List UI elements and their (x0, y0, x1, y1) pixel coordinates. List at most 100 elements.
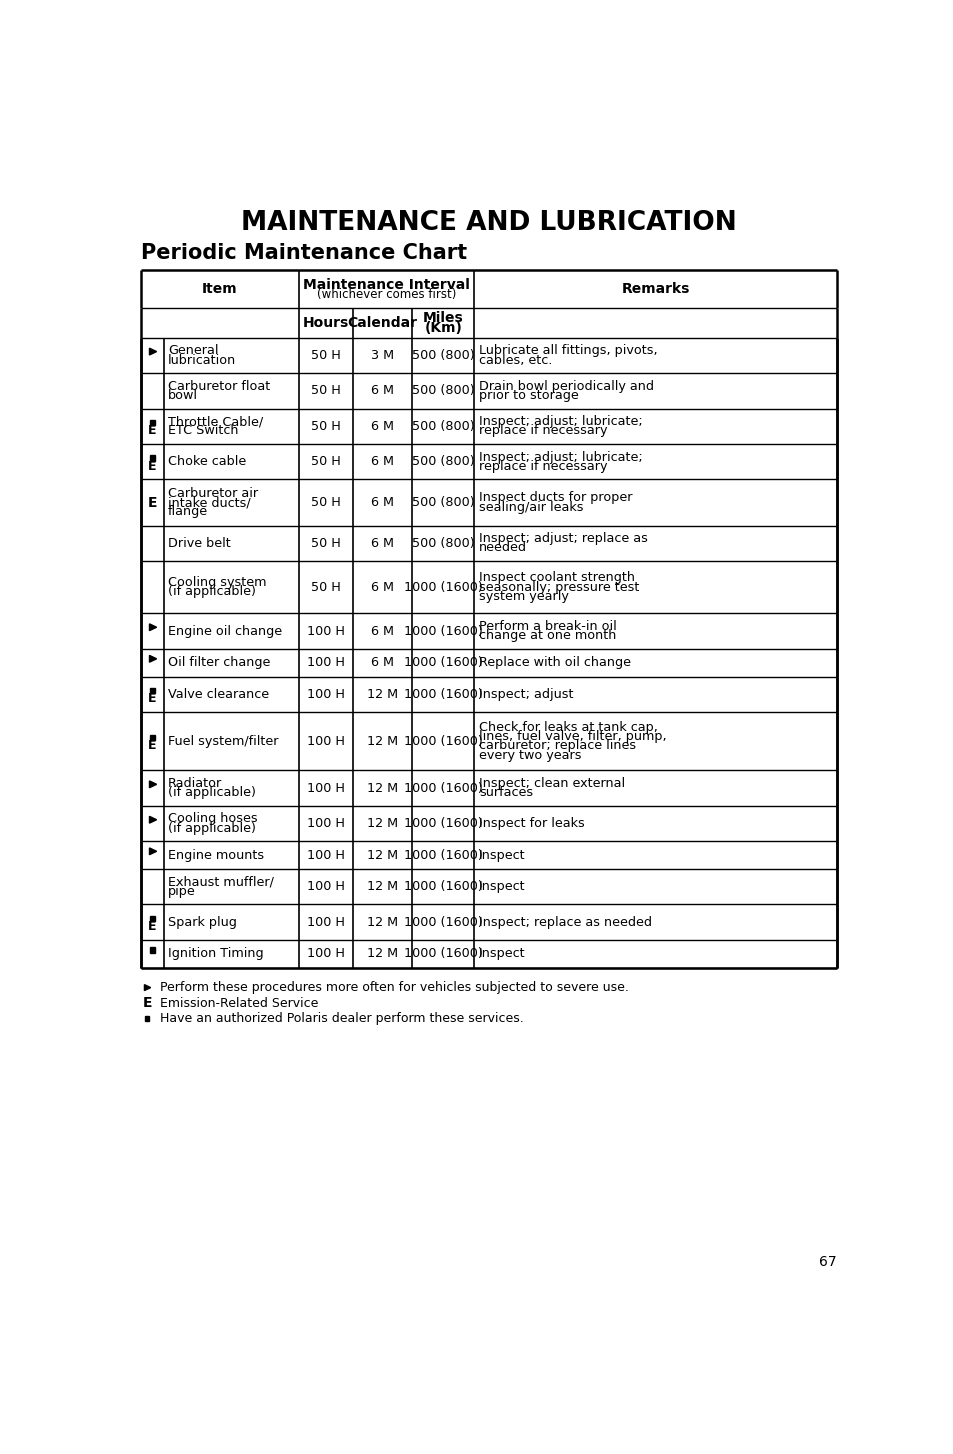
Text: 6 M: 6 M (371, 455, 394, 468)
Text: 1000 (1600): 1000 (1600) (403, 688, 482, 701)
Text: Remarks: Remarks (620, 282, 689, 297)
Text: Lubricate all fittings, pivots,: Lubricate all fittings, pivots, (478, 345, 657, 358)
Text: 1000 (1600): 1000 (1600) (403, 580, 482, 593)
Text: Perform a break-in oil: Perform a break-in oil (478, 619, 616, 632)
Text: 1000 (1600): 1000 (1600) (403, 947, 482, 960)
Text: 12 M: 12 M (367, 734, 398, 747)
Text: bowl: bowl (168, 390, 198, 401)
Text: 50 H: 50 H (311, 455, 341, 468)
Text: 6 M: 6 M (371, 420, 394, 433)
Text: (whichever comes first): (whichever comes first) (316, 288, 456, 301)
Text: system yearly: system yearly (478, 590, 568, 603)
Text: Ignition Timing: Ignition Timing (168, 947, 263, 960)
Text: Miles: Miles (422, 311, 463, 326)
Text: E: E (148, 425, 156, 438)
Text: 500 (800): 500 (800) (412, 420, 474, 433)
Text: change at one month: change at one month (478, 630, 616, 643)
Text: pipe: pipe (168, 885, 195, 899)
Text: Choke cable: Choke cable (168, 455, 246, 468)
Text: 500 (800): 500 (800) (412, 455, 474, 468)
Text: (if applicable): (if applicable) (168, 586, 255, 598)
Text: 50 H: 50 H (311, 349, 341, 362)
Text: 6 M: 6 M (371, 656, 394, 669)
Text: 50 H: 50 H (311, 537, 341, 550)
Text: Oil filter change: Oil filter change (168, 656, 270, 669)
Text: Item: Item (202, 282, 237, 297)
Text: 1000 (1600): 1000 (1600) (403, 656, 482, 669)
Text: Inspect; adjust; lubricate;: Inspect; adjust; lubricate; (478, 416, 642, 427)
Text: Exhaust muffler/: Exhaust muffler/ (168, 875, 274, 888)
Text: ETC Switch: ETC Switch (168, 425, 238, 438)
Text: Spark plug: Spark plug (168, 916, 236, 929)
Text: Inspect; adjust; lubricate;: Inspect; adjust; lubricate; (478, 451, 642, 464)
Text: 1000 (1600): 1000 (1600) (403, 817, 482, 830)
Text: 50 H: 50 H (311, 420, 341, 433)
Text: E: E (148, 692, 156, 705)
Text: 100 H: 100 H (307, 817, 345, 830)
Text: lines, fuel valve, filter, pump,: lines, fuel valve, filter, pump, (478, 730, 666, 743)
Text: Check for leaks at tank cap,: Check for leaks at tank cap, (478, 721, 657, 734)
Bar (150, 420, 155, 425)
Text: Inspect; adjust: Inspect; adjust (478, 688, 573, 701)
Bar (150, 455, 155, 461)
Text: replace if necessary: replace if necessary (478, 459, 607, 473)
Text: Perform these procedures more often for vehicles subjected to severe use.: Perform these procedures more often for … (159, 981, 628, 995)
Text: lubrication: lubrication (168, 353, 236, 366)
Text: flange: flange (168, 505, 208, 518)
Text: Inspect; replace as needed: Inspect; replace as needed (478, 916, 651, 929)
Text: 100 H: 100 H (307, 880, 345, 893)
Text: Inspect: Inspect (478, 849, 525, 862)
Text: MAINTENANCE AND LUBRICATION: MAINTENANCE AND LUBRICATION (241, 209, 736, 236)
Text: Engine oil change: Engine oil change (168, 625, 282, 638)
Text: E: E (148, 739, 156, 752)
Text: 50 H: 50 H (311, 580, 341, 593)
Text: Carburetor float: Carburetor float (168, 379, 270, 393)
Text: 12 M: 12 M (367, 849, 398, 862)
Polygon shape (150, 816, 156, 823)
Polygon shape (150, 656, 156, 662)
Text: Valve clearance: Valve clearance (168, 688, 269, 701)
Text: 100 H: 100 H (307, 656, 345, 669)
Bar (145, 1016, 150, 1021)
Text: Engine mounts: Engine mounts (168, 849, 264, 862)
Polygon shape (144, 984, 151, 990)
Text: E: E (148, 496, 157, 509)
Text: 500 (800): 500 (800) (412, 384, 474, 397)
Text: intake ducts/: intake ducts/ (168, 496, 251, 509)
Text: Carburetor air: Carburetor air (168, 487, 258, 500)
Text: Cooling system: Cooling system (168, 576, 266, 589)
Text: 6 M: 6 M (371, 537, 394, 550)
Text: Inspect coolant strength: Inspect coolant strength (478, 571, 634, 585)
Text: 1000 (1600): 1000 (1600) (403, 849, 482, 862)
Text: 6 M: 6 M (371, 625, 394, 638)
Text: Radiator: Radiator (168, 776, 222, 790)
Text: Inspect for leaks: Inspect for leaks (478, 817, 584, 830)
Text: needed: needed (478, 541, 526, 554)
Polygon shape (150, 624, 156, 631)
Text: 67: 67 (819, 1255, 836, 1269)
Text: Hours: Hours (303, 316, 349, 330)
Text: 3 M: 3 M (371, 349, 394, 362)
Text: Inspect; adjust; replace as: Inspect; adjust; replace as (478, 532, 647, 545)
Text: seasonally; pressure test: seasonally; pressure test (478, 580, 639, 593)
Text: 1000 (1600): 1000 (1600) (403, 782, 482, 795)
Text: E: E (142, 996, 152, 1011)
Text: 500 (800): 500 (800) (412, 349, 474, 362)
Text: 1000 (1600): 1000 (1600) (403, 916, 482, 929)
Bar (150, 916, 155, 920)
Text: 6 M: 6 M (371, 496, 394, 509)
Text: E: E (148, 920, 156, 933)
Text: Maintenance Interval: Maintenance Interval (303, 278, 470, 292)
Text: 500 (800): 500 (800) (412, 537, 474, 550)
Text: 1000 (1600): 1000 (1600) (403, 625, 482, 638)
Text: Calendar: Calendar (348, 316, 417, 330)
Text: Drive belt: Drive belt (168, 537, 231, 550)
Text: 100 H: 100 H (307, 947, 345, 960)
Text: sealing/air leaks: sealing/air leaks (478, 500, 582, 513)
Text: replace if necessary: replace if necessary (478, 425, 607, 438)
Text: Inspect; clean external: Inspect; clean external (478, 776, 624, 790)
Bar (150, 688, 155, 694)
Text: 6 M: 6 M (371, 384, 394, 397)
Text: every two years: every two years (478, 749, 580, 762)
Text: 500 (800): 500 (800) (412, 496, 474, 509)
